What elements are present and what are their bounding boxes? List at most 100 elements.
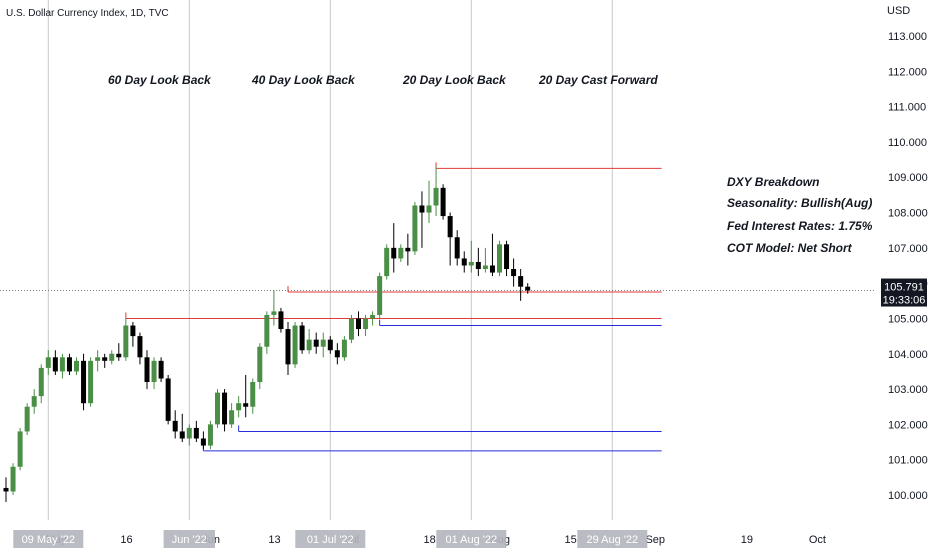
candle-body	[440, 187, 446, 217]
horizontal-levels	[125, 162, 662, 452]
bull-candle	[109, 350, 115, 365]
bull-candle	[250, 378, 256, 414]
candle-body	[59, 357, 65, 372]
candle-body	[412, 205, 418, 252]
candle-body	[243, 403, 249, 407]
bull-candle	[348, 314, 354, 344]
section-label-60-day: 60 Day Look Back	[108, 73, 212, 87]
candle-body	[130, 325, 136, 337]
bear-candle	[419, 191, 425, 248]
bull-candle	[306, 329, 312, 354]
bear-candle	[454, 230, 460, 266]
candle-body	[165, 378, 171, 421]
section-label-20-day-back: 20 Day Look Back	[402, 73, 507, 87]
y-tick-label: 101.000	[888, 455, 928, 467]
candle-body	[525, 286, 531, 291]
bull-candle	[95, 350, 101, 372]
bear-candle	[285, 321, 291, 375]
bear-candle	[243, 374, 249, 418]
candle-body	[179, 431, 185, 439]
x-tick-label: 18	[424, 534, 436, 546]
bull-candle	[207, 420, 213, 450]
candle-body	[398, 247, 404, 259]
bull-candle	[38, 364, 44, 404]
candle-body	[370, 314, 376, 319]
bull-candle	[426, 180, 432, 224]
candle-body	[250, 382, 256, 407]
candle-body	[116, 353, 122, 358]
candle-body	[384, 247, 390, 277]
candle-body	[341, 339, 347, 358]
candle-body	[271, 311, 277, 315]
candle-body	[468, 261, 474, 266]
candle-body	[257, 346, 263, 383]
candle-body	[207, 424, 213, 446]
bull-candle	[377, 272, 383, 319]
x-axis: May16Jun13Jul18Aug15Sep19Oct09 May '22Ju…	[13, 530, 826, 548]
candle-body	[348, 318, 354, 340]
bear-candle	[165, 374, 171, 425]
candle-body	[475, 261, 481, 270]
candle-body	[158, 360, 164, 379]
candle-body	[391, 247, 397, 259]
note-fed-rates: Fed Interest Rates: 1.75%	[727, 219, 873, 233]
bull-candle	[17, 427, 23, 471]
candle-body	[504, 244, 510, 270]
currency-label: USD	[887, 5, 910, 17]
last-price-tag: 105.791 19:33:06	[881, 278, 927, 307]
candle-body	[327, 339, 333, 351]
candle-body	[433, 187, 439, 206]
candle-body	[518, 276, 524, 287]
candle-body	[102, 357, 108, 361]
bear-candle	[222, 389, 228, 432]
bull-candle	[24, 403, 30, 435]
bull-candle	[10, 463, 16, 495]
bull-candle	[59, 353, 65, 379]
bear-candle	[102, 353, 108, 368]
y-tick-label: 113.000	[888, 31, 927, 43]
bear-candle	[518, 269, 524, 301]
candle-body	[363, 318, 369, 330]
x-highlight-tag: 29 Aug '22	[577, 530, 648, 548]
candle-body	[278, 311, 284, 330]
candle-body	[306, 339, 312, 351]
x-tick-label: 13	[268, 534, 280, 546]
bull-candle	[370, 311, 376, 326]
candles	[3, 166, 531, 503]
bull-candle	[468, 240, 474, 273]
bull-candle	[412, 201, 418, 255]
section-label-40-day: 40 Day Look Back	[251, 73, 356, 87]
bear-candle	[447, 212, 453, 266]
candle-body	[109, 353, 115, 361]
bull-candle	[236, 396, 242, 418]
bull-candle	[31, 389, 37, 414]
bull-candle	[384, 244, 390, 280]
bear-candle	[52, 350, 58, 375]
x-highlight-tag: 09 May '22	[13, 530, 84, 548]
bull-candle	[74, 357, 79, 375]
candle-body	[454, 237, 460, 259]
bear-candle	[137, 332, 143, 365]
candle-body	[95, 357, 101, 361]
candle-body	[186, 427, 192, 439]
bull-candle	[257, 343, 263, 390]
y-tick-label: 105.000	[888, 313, 928, 325]
y-tick-label: 111.000	[888, 102, 926, 114]
candle-body	[24, 406, 30, 432]
chart-title: U.S. Dollar Currency Index, 1D, TVC	[6, 8, 169, 19]
candle-body	[447, 216, 453, 238]
bear-candle	[475, 247, 481, 277]
candle-body	[10, 466, 16, 492]
y-tick-label: 109.000	[888, 172, 928, 184]
x-highlight-tag-bg	[577, 530, 648, 548]
candle-body	[264, 314, 270, 347]
bull-candle	[363, 314, 369, 337]
candle-body	[193, 427, 199, 439]
x-tick-label: Oct	[809, 534, 826, 546]
bear-candle	[405, 233, 411, 266]
candle-body	[489, 265, 495, 273]
note-seasonality: Seasonality: Bullish(Aug)	[727, 196, 872, 210]
bear-candle	[461, 251, 467, 273]
